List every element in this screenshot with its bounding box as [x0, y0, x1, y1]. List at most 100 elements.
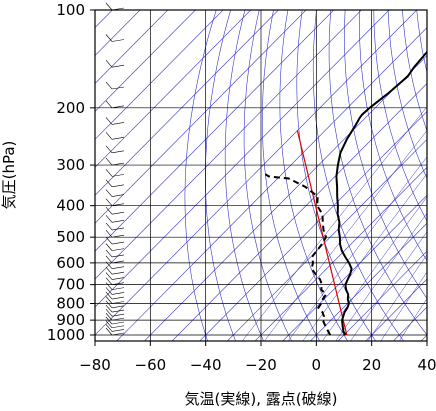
wind-barb	[105, 2, 125, 11]
grid	[95, 9, 427, 341]
x-tick-label: −60	[135, 356, 167, 374]
wind-barb-staff	[111, 325, 125, 329]
wind-barb	[105, 207, 125, 215]
wind-barb	[105, 243, 125, 251]
isotherm-line	[95, 10, 169, 84]
x-axis: −80 −60 −40 −20 0 20 40	[79, 341, 436, 374]
wind-barb	[105, 34, 125, 42]
dry-adiabat-line	[184, 10, 217, 341]
mixing-ratio-line	[350, 231, 427, 341]
isotherm-line	[95, 10, 252, 168]
x-tick-label: 40	[417, 356, 436, 374]
background-lines	[95, 10, 427, 341]
wind-barb-flag	[105, 267, 113, 275]
y-tick-label: 300	[56, 156, 85, 174]
wind-barb-flag	[105, 81, 113, 90]
mixing-ratio-line	[322, 196, 427, 341]
wind-barb-staff	[111, 184, 125, 188]
dry-adiabat-line	[344, 10, 427, 299]
y-tick-label: 100	[56, 1, 85, 19]
y-tick-label: 700	[56, 276, 85, 294]
wind-barb-staff	[111, 301, 125, 304]
mixing-ratio-line	[241, 106, 427, 341]
isotherm-line	[95, 10, 418, 336]
wind-barb-flag	[105, 243, 113, 251]
wind-barb	[105, 267, 125, 275]
isotherm-line	[337, 250, 427, 341]
dry-adiabat-line	[387, 10, 427, 180]
wind-barb	[105, 327, 125, 336]
mixing-ratio-line	[335, 212, 427, 341]
wind-barb	[105, 287, 125, 295]
wind-barb	[105, 81, 125, 90]
isotherm-line	[95, 10, 335, 252]
wind-barb-staff	[111, 105, 125, 109]
isotherm-line	[254, 166, 427, 341]
wind-barb-staff	[111, 241, 125, 245]
wind-barb-flag	[105, 100, 113, 109]
wind-barb	[105, 300, 125, 309]
x-tick-label: 0	[312, 356, 322, 374]
y-tick-label: 800	[56, 295, 85, 313]
wind-barb	[105, 282, 125, 290]
wind-barb-staff	[111, 305, 125, 309]
reference-red-line	[296, 130, 348, 336]
wind-barb-staff	[111, 203, 125, 206]
wind-barb-flag	[105, 320, 113, 328]
dry-adiabat-line	[373, 10, 427, 222]
isotherm-line	[365, 278, 427, 341]
wind-barb	[105, 324, 125, 332]
wind-barb-staff	[111, 219, 125, 223]
dry-adiabat-line	[358, 10, 427, 262]
wind-barb-staff	[111, 266, 125, 269]
wind-barb-flag	[105, 222, 113, 231]
wind-barb-staff	[111, 296, 125, 300]
x-axis-title: 気温(実線), 露点(破線)	[185, 390, 338, 408]
wind-barb-flag	[105, 261, 113, 269]
wind-barb	[105, 255, 125, 264]
isotherm-line	[199, 111, 427, 341]
wind-barb-staff	[111, 287, 125, 290]
wind-barb-staff	[111, 86, 125, 90]
wind-barb-flag	[105, 255, 113, 264]
wind-barb	[105, 189, 125, 197]
isotherm-line	[420, 334, 427, 341]
wind-barb-flag	[105, 300, 113, 309]
wind-barb-staff	[111, 162, 125, 166]
dry-adiabat-line	[279, 10, 349, 341]
wind-barb	[105, 117, 125, 125]
wind-barb-flag	[105, 60, 113, 68]
wind-barb-flag	[105, 236, 113, 245]
wind-barb-flag	[105, 327, 113, 336]
dry-adiabat-line	[205, 10, 236, 341]
wind-barb	[105, 320, 125, 329]
y-tick-label: 600	[56, 254, 85, 272]
wind-barb-staff	[111, 292, 125, 295]
wind-barb-staff	[111, 122, 125, 125]
wind-barb-flag	[105, 304, 113, 313]
wind-barb-staff	[111, 137, 125, 140]
series-lines	[264, 50, 427, 336]
wind-barb	[105, 198, 125, 206]
wind-barb-flag	[105, 207, 113, 215]
isotherm-line	[95, 10, 196, 112]
mixing-ratio-line	[399, 298, 427, 341]
wind-barb	[105, 179, 125, 188]
wind-barb	[105, 236, 125, 245]
wind-barb	[105, 229, 125, 238]
x-tick-label: 20	[362, 356, 381, 374]
wind-barb-flag	[105, 215, 113, 223]
wind-barb	[105, 145, 125, 154]
wind-barb	[105, 316, 125, 325]
y-tick-label: 200	[56, 99, 85, 117]
isotherm-line	[95, 10, 362, 280]
wind-barb-staff	[111, 260, 125, 264]
mixing-ratio-line	[264, 130, 427, 341]
wind-barb-flag	[105, 157, 113, 166]
wind-barb-staff	[111, 234, 125, 238]
wind-barb	[105, 100, 125, 109]
wind-barb-staff	[111, 317, 125, 321]
wind-barbs	[105, 2, 125, 336]
wind-barb-staff	[111, 313, 125, 317]
